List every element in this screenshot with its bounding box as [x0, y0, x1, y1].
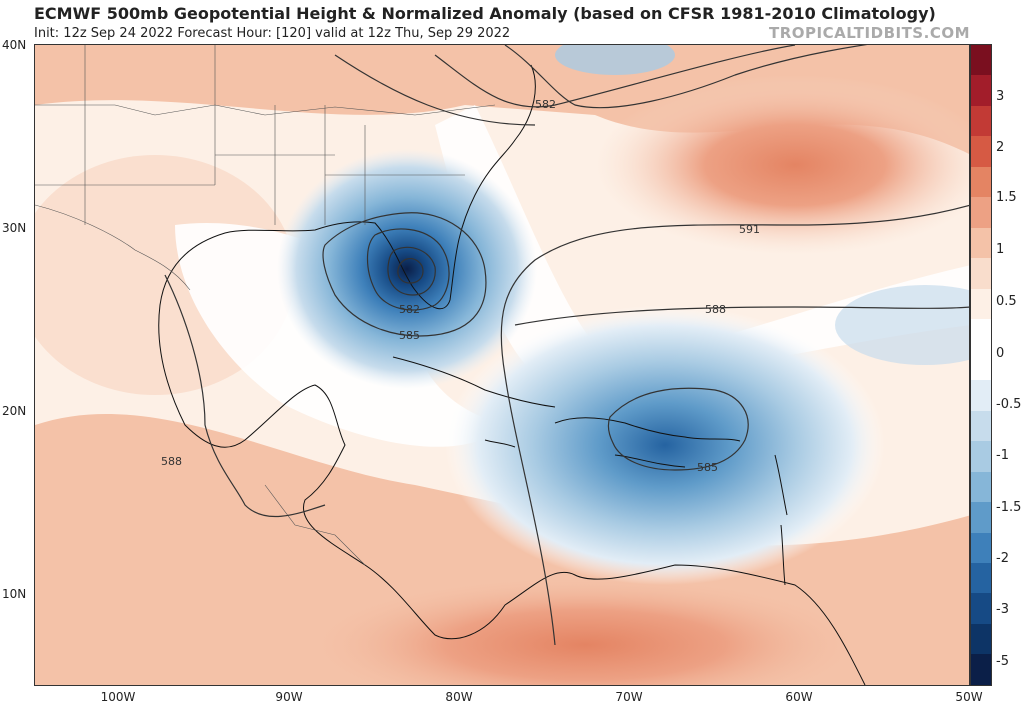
colorbar-segment — [971, 502, 991, 533]
colorbar-segment — [971, 136, 991, 167]
political-borders — [35, 45, 496, 566]
contour-label-588-atlantic: 588 — [705, 303, 726, 316]
colorbar-segment — [971, 623, 991, 655]
contour-label-588-mexico: 588 — [161, 455, 182, 468]
chart-title: ECMWF 500mb Geopotential Height & Normal… — [34, 4, 936, 23]
colorbar-segment — [971, 441, 991, 472]
colorbar-label: -1.5 — [996, 500, 1022, 515]
colorbar-segment — [971, 593, 991, 624]
colorbar-segment — [971, 288, 991, 320]
contour-label-591: 591 — [739, 223, 760, 236]
chart-subtitle: Init: 12z Sep 24 2022 Forecast Hour: [12… — [34, 26, 511, 41]
lon-label-100w: 100W — [100, 690, 136, 704]
colorbar-segment — [971, 75, 991, 106]
lat-label-10n: 10N — [2, 587, 27, 601]
site-watermark: TROPICALTIDBITS.COM — [769, 24, 970, 42]
lat-label-20n: 20N — [2, 404, 27, 418]
colorbar-label: -1 — [996, 448, 1009, 463]
hurricane-low — [277, 149, 537, 389]
colorbar-segment — [971, 532, 991, 563]
lon-label-50w: 50W — [955, 690, 983, 704]
colorbar-segment — [971, 197, 991, 228]
colorbar-label: 0.5 — [996, 294, 1017, 309]
colorbar-label: 1 — [996, 242, 1005, 257]
lon-label-60w: 60W — [785, 690, 813, 704]
map-svg: 582 591 588 582 585 585 588 — [35, 45, 969, 685]
contour-label-582-storm: 582 — [399, 303, 420, 316]
colorbar-label: -0.5 — [996, 397, 1022, 412]
lat-label-40n: 40N — [2, 38, 27, 52]
colorbar-segment — [971, 166, 991, 198]
contour-label-582-north: 582 — [535, 98, 556, 111]
colorbar-segment — [971, 45, 991, 76]
lon-label-90w: 90W — [275, 690, 303, 704]
contour-label-585-storm: 585 — [399, 329, 420, 342]
height-contours — [164, 45, 969, 646]
colorbar-segment — [971, 319, 991, 350]
lon-label-70w: 70W — [615, 690, 643, 704]
colorbar-segment — [971, 562, 991, 594]
lat-label-30n: 30N — [2, 221, 27, 235]
colorbar-label: -2 — [996, 551, 1009, 566]
colorbar-label: 3 — [996, 89, 1005, 104]
colorbar-label: 0 — [996, 346, 1005, 361]
colorbar-segment — [971, 349, 991, 381]
map-panel: 582 591 588 582 585 585 588 — [34, 44, 970, 686]
coastlines — [158, 64, 866, 685]
colorbar — [970, 44, 992, 686]
colorbar-label: 2 — [996, 140, 1005, 155]
colorbar-segment — [971, 258, 991, 289]
anomaly-north-low — [555, 45, 675, 75]
colorbar-label: -3 — [996, 602, 1009, 617]
colorbar-segment — [971, 105, 991, 137]
colorbar-segment — [971, 471, 991, 503]
anomaly-atlantic-ridge — [595, 75, 969, 255]
colorbar-label: -5 — [996, 654, 1009, 669]
anomaly-neutral-band — [435, 105, 969, 385]
colorbar-segment — [971, 410, 991, 442]
colorbar-segment — [971, 380, 991, 411]
colorbar-label: 1.5 — [996, 190, 1017, 205]
anomaly-south-core — [305, 575, 865, 685]
colorbar-segment — [971, 654, 991, 685]
lon-label-80w: 80W — [445, 690, 473, 704]
colorbar-segment — [971, 227, 991, 259]
anomaly-caribbean-low — [445, 305, 885, 585]
anomaly-east-low — [835, 285, 969, 365]
contour-label-585-caribbean: 585 — [697, 461, 718, 474]
